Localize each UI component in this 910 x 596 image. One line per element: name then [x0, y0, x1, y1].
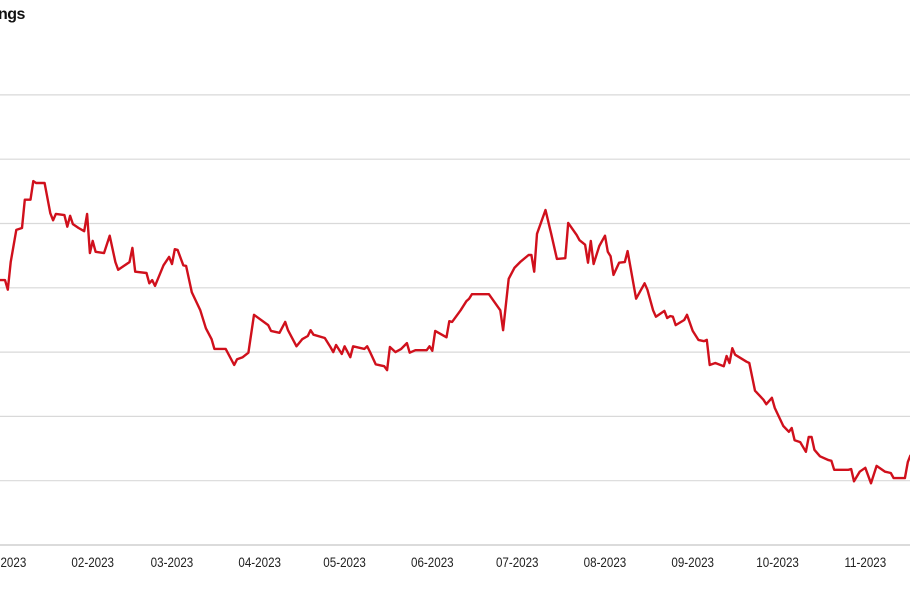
x-tick-label: 05-2023: [323, 555, 366, 570]
x-tick-label: 06-2023: [411, 555, 454, 570]
x-tick-label: 04-2023: [238, 555, 281, 570]
gridlines: [0, 94, 910, 546]
chart-title: ngs: [0, 6, 25, 23]
x-tick-label: 10-2023: [756, 555, 799, 570]
x-tick-label: 07-2023: [496, 555, 539, 570]
x-tick-label: 11-2023: [844, 555, 886, 570]
series-line: [0, 179, 910, 485]
x-tick-label: 09-2023: [671, 555, 714, 570]
x-tick-label: 01-2023: [0, 555, 26, 570]
x-tick-label: 02-2023: [71, 555, 114, 570]
x-tick-label: 03-2023: [151, 555, 194, 570]
x-axis-ticks: 01-2023 02-2023 03-2023 04-2023 05-2023 06-20…: [0, 555, 886, 570]
x-tick-label: 08-2023: [584, 555, 627, 570]
series-lines: [0, 179, 910, 485]
